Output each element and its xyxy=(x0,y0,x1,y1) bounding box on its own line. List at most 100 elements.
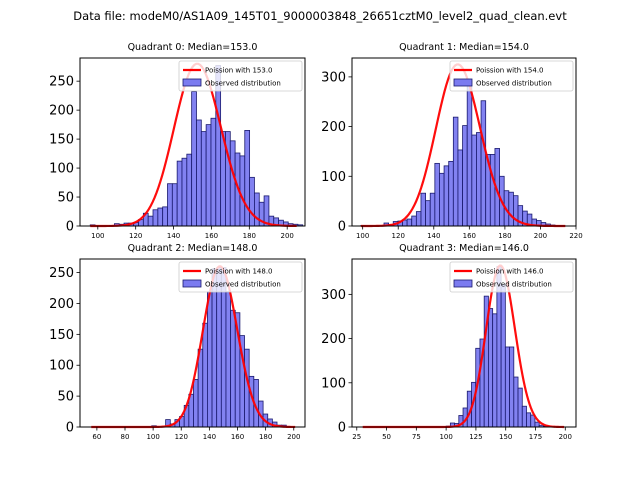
subplot-quadrant-2: Quadrant 2: Median=148.0 60 80 100 120 140 160… xyxy=(49,243,306,441)
legend: Poission with 154.0 Observed distribution xyxy=(449,60,574,92)
y-tick-label: 300 xyxy=(321,70,346,85)
histogram-bar xyxy=(181,157,188,227)
histogram-bar xyxy=(521,405,527,428)
histogram-bar xyxy=(152,209,159,227)
y-tick-label: 0 xyxy=(66,421,74,436)
legend-label-poisson: Poission with 154.0 xyxy=(476,67,544,75)
x-tick-label: 120 xyxy=(392,232,405,240)
y-tick-label: 100 xyxy=(49,359,74,374)
subplot-quadrant-1: Quadrant 1: Median=154.0 100 120 140 160 180 2… xyxy=(321,42,583,240)
x-tick-label: 160 xyxy=(463,232,476,240)
x-tick-label: 160 xyxy=(231,433,244,441)
legend: Poission with 146.0 Observed distribution xyxy=(449,261,574,293)
y-tick-label: 0 xyxy=(338,421,346,436)
y-tick-label: 200 xyxy=(49,297,74,312)
histogram-bar xyxy=(210,117,217,227)
histogram-bar xyxy=(513,376,519,428)
x-tick-label: 140 xyxy=(427,232,440,240)
y-tick-label: 250 xyxy=(49,75,74,90)
y-tick-label: 100 xyxy=(49,162,74,177)
y-tick-label: 50 xyxy=(57,191,74,206)
legend-bar-swatch xyxy=(182,279,202,288)
histogram-bar xyxy=(202,322,208,428)
histogram-bar xyxy=(480,100,487,227)
histogram-bar xyxy=(205,124,212,227)
y-tick-label: 250 xyxy=(49,266,74,281)
histogram-bar xyxy=(492,313,498,428)
x-tick-label: 220 xyxy=(569,232,582,240)
histogram-bar xyxy=(420,192,427,227)
y-tick-label: 50 xyxy=(57,390,74,405)
histogram-bar xyxy=(534,421,540,428)
histogram-bar xyxy=(207,291,213,428)
x-tick-label: 200 xyxy=(281,232,294,240)
legend-bar-swatch xyxy=(453,78,473,87)
y-tick-label: 200 xyxy=(321,120,346,135)
histogram-bar xyxy=(147,215,154,227)
histogram-bar xyxy=(239,155,246,227)
x-tick-label: 175 xyxy=(529,433,542,441)
histogram-bar xyxy=(415,211,422,227)
legend-label-observed: Observed distribution xyxy=(205,281,281,289)
x-tick-label: 100 xyxy=(439,433,452,441)
legend-bar-swatch xyxy=(453,279,473,288)
histogram-bar xyxy=(500,284,506,428)
legend-label-poisson: Poission with 153.0 xyxy=(205,67,273,75)
histogram-bar xyxy=(434,162,440,227)
y-tick-label: 100 xyxy=(321,170,346,185)
histogram-bar xyxy=(249,176,255,227)
axes-frame xyxy=(351,57,577,227)
legend-box xyxy=(449,261,574,293)
histogram-bar xyxy=(229,140,236,227)
x-tick-label: 100 xyxy=(146,433,159,441)
histogram-bar xyxy=(517,387,523,428)
y-tick-label: 150 xyxy=(49,133,74,148)
legend-box xyxy=(449,60,574,92)
y-tick-label: 150 xyxy=(49,328,74,343)
histogram-bar xyxy=(471,134,477,227)
y-tick-label: 300 xyxy=(321,288,346,303)
legend-bar-swatch xyxy=(182,78,202,87)
histogram-bar xyxy=(452,116,459,227)
x-tick-label: 180 xyxy=(498,232,511,240)
histogram-bar xyxy=(157,207,164,227)
legend-label-observed: Observed distribution xyxy=(476,281,552,289)
x-tick-label: 180 xyxy=(243,232,256,240)
histogram-bar xyxy=(476,132,482,227)
subplot-title: Quadrant 3: Median=146.0 xyxy=(399,243,529,254)
histogram-bar xyxy=(244,130,251,227)
x-tick-label: 50 xyxy=(382,433,391,441)
legend-box xyxy=(178,60,303,92)
histogram-bar xyxy=(509,346,515,428)
histogram-bar xyxy=(429,192,436,227)
histogram-bar xyxy=(200,131,207,227)
x-tick-label: 25 xyxy=(352,433,361,441)
subplot-title: Quadrant 0: Median=153.0 xyxy=(128,42,258,53)
x-tick-label: 140 xyxy=(167,232,180,240)
histogram-bar xyxy=(193,379,199,428)
subplot-title: Quadrant 2: Median=148.0 xyxy=(128,243,258,254)
legend: Poission with 148.0 Observed distribution xyxy=(178,261,303,293)
x-tick-label: 200 xyxy=(287,433,300,441)
x-tick-label: 80 xyxy=(121,433,130,441)
x-tick-label: 75 xyxy=(412,433,421,441)
figure-suptitle: Data file: modeM0/AS1A09_145T01_90000038… xyxy=(73,9,567,23)
histogram-bar xyxy=(196,119,202,227)
x-tick-label: 100 xyxy=(91,232,104,240)
subplot-quadrant-3: Quadrant 3: Median=146.0 25 50 75 100 125 150 1… xyxy=(321,243,577,441)
axes-frame xyxy=(79,57,306,227)
histogram-bar xyxy=(254,192,260,227)
x-tick-label: 60 xyxy=(92,433,101,441)
legend-label-poisson: Poission with 148.0 xyxy=(205,268,273,276)
histogram-bar xyxy=(448,160,454,227)
legend: Poission with 153.0 Observed distribution xyxy=(178,60,303,92)
y-tick-label: 100 xyxy=(321,376,346,391)
x-tick-label: 160 xyxy=(205,232,218,240)
histogram-bar xyxy=(466,84,473,227)
histogram-bar xyxy=(489,154,496,227)
x-tick-label: 120 xyxy=(175,433,188,441)
legend-box xyxy=(178,261,303,293)
histogram-bar xyxy=(488,308,494,428)
histogram-bar xyxy=(186,153,193,227)
